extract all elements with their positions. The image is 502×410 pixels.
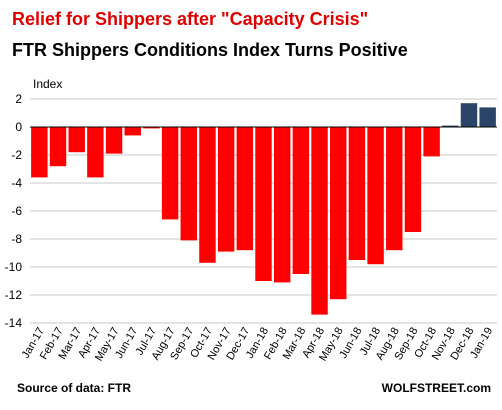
bar: [255, 127, 272, 281]
bar: [217, 127, 235, 252]
bar: [161, 127, 179, 220]
bar: [460, 103, 478, 127]
y-tick-labels: 2 0 -2 -4 -6 -8 -10 -12 -14: [5, 92, 23, 330]
bar: [386, 127, 403, 251]
bar: [236, 127, 254, 251]
bar: [124, 127, 141, 136]
y-tick-label: -10: [5, 260, 23, 274]
bar: [404, 127, 422, 232]
y-tick-label: -12: [5, 288, 23, 302]
bar: [105, 127, 123, 154]
bar: [348, 127, 366, 260]
x-tick-labels: Jan-17Feb-17Mar-17Apr-17May-17Jun-17Jul-…: [20, 326, 496, 364]
y-tick-label: -6: [11, 204, 22, 218]
y-tick-label: -14: [5, 316, 23, 330]
source-note: Source of data: FTR: [17, 381, 131, 395]
bar: [292, 127, 310, 274]
bar: [479, 107, 496, 127]
y-tick-label: -8: [11, 232, 22, 246]
bar: [273, 127, 291, 283]
y-axis-label: Index: [33, 77, 62, 91]
bar: [31, 127, 48, 178]
y-tick-label: 0: [15, 120, 22, 134]
bar: [143, 127, 160, 129]
chart-subtitle: FTR Shippers Conditions Index Turns Posi…: [12, 40, 408, 60]
chart-title: Relief for Shippers after "Capacity Cris…: [12, 9, 368, 29]
y-tick-label: -2: [11, 148, 22, 162]
bar: [68, 127, 85, 153]
y-tick-label: -4: [11, 176, 22, 190]
bar: [442, 125, 459, 127]
bar: [311, 127, 328, 315]
bar: [180, 127, 197, 241]
brand-label: WOLFSTREET.com: [382, 381, 491, 395]
bars: [31, 103, 496, 315]
bar: [367, 127, 384, 265]
bar: [423, 127, 440, 157]
bar: [49, 127, 67, 167]
bar: [87, 127, 104, 178]
bar: [199, 127, 216, 263]
bar: [330, 127, 347, 300]
y-tick-label: 2: [15, 92, 22, 106]
